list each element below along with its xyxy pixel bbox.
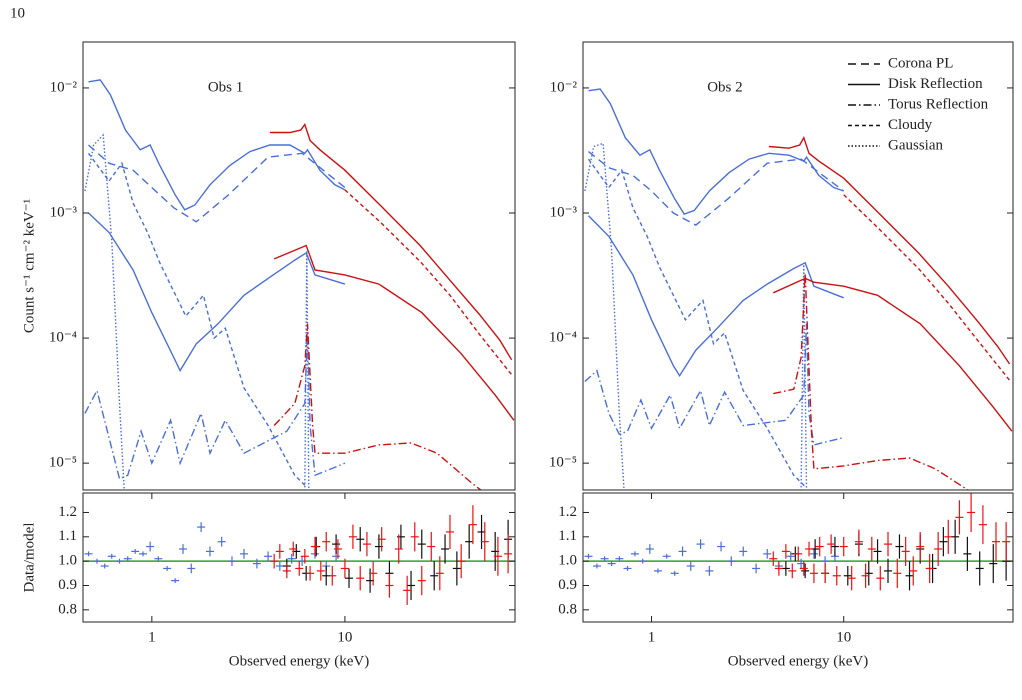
model-curve: [773, 273, 970, 490]
y-tick-label: 0.8: [558, 601, 577, 617]
y-tick-label: 10⁻⁵: [549, 455, 577, 471]
y-tick-label: 0.8: [58, 601, 77, 617]
page-number: 10: [10, 5, 25, 21]
plot-area: [583, 493, 1013, 591]
x-tick-label: 1: [148, 629, 156, 645]
model-curve: [273, 323, 482, 490]
axes-frame: [582, 41, 1014, 491]
model-curve: [304, 250, 310, 490]
legend-label: Cloudy: [888, 117, 933, 133]
legend-label: Gaussian: [888, 137, 943, 153]
model-curve: [584, 142, 625, 490]
model-curve: [588, 151, 845, 226]
plot-area: [84, 79, 515, 490]
model-curve: [84, 133, 125, 490]
model-curve: [588, 88, 844, 215]
model-curve: [273, 244, 515, 421]
plot-area: [83, 505, 515, 605]
y-tick-label: 10⁻³: [550, 204, 578, 220]
model-curve: [768, 135, 1011, 365]
model-curve: [588, 215, 844, 378]
legend-label: Corona PL: [888, 55, 953, 71]
y-tick-label: 10⁻²: [50, 79, 78, 95]
y-axis-label: Data/model: [21, 523, 37, 593]
x-tick-label: 10: [836, 629, 851, 645]
model-curve: [584, 323, 844, 446]
model-curve: [269, 122, 513, 361]
model-curve: [587, 158, 806, 488]
y-tick-label: 0.9: [558, 577, 577, 593]
legend-label: Torus Reflection: [888, 96, 989, 112]
x-axis-label: Observed energy (keV): [728, 653, 869, 669]
x-tick-label: 10: [337, 629, 352, 645]
y-axis-label: Count s⁻¹ cm⁻² keV⁻¹: [21, 199, 37, 333]
y-tick-label: 1.0: [58, 553, 77, 569]
axes-frame: [82, 41, 516, 491]
y-tick-label: 1.2: [558, 504, 577, 520]
axes-frame: [82, 492, 516, 623]
model-curve: [773, 277, 1013, 432]
y-tick-label: 1.0: [558, 553, 577, 569]
model-curve: [88, 79, 346, 211]
model-curve: [88, 144, 346, 223]
legend-label: Disk Reflection: [888, 76, 983, 92]
model-curve: [87, 152, 307, 488]
x-axis-label: Observed energy (keV): [229, 653, 370, 669]
model-curve: [843, 194, 1011, 381]
model-curve: [88, 212, 346, 373]
model-curve: [800, 262, 808, 490]
x-tick-label: 1: [648, 629, 656, 645]
y-tick-label: 10⁻⁴: [49, 330, 77, 346]
model-curve: [344, 189, 513, 376]
y-tick-label: 10⁻⁴: [549, 330, 577, 346]
y-tick-label: 1.1: [558, 528, 577, 544]
y-tick-label: 10⁻³: [50, 204, 78, 220]
y-tick-label: 10⁻⁵: [49, 455, 77, 471]
axes-frame: [582, 492, 1014, 623]
y-tick-label: 1.1: [58, 528, 77, 544]
plot-area: [584, 88, 1013, 490]
panel-annotation: Obs 1: [208, 79, 243, 95]
y-tick-label: 0.9: [58, 577, 77, 593]
panel-annotation: Obs 2: [707, 79, 742, 95]
y-tick-label: 1.2: [58, 504, 77, 520]
y-tick-label: 10⁻²: [550, 79, 578, 95]
